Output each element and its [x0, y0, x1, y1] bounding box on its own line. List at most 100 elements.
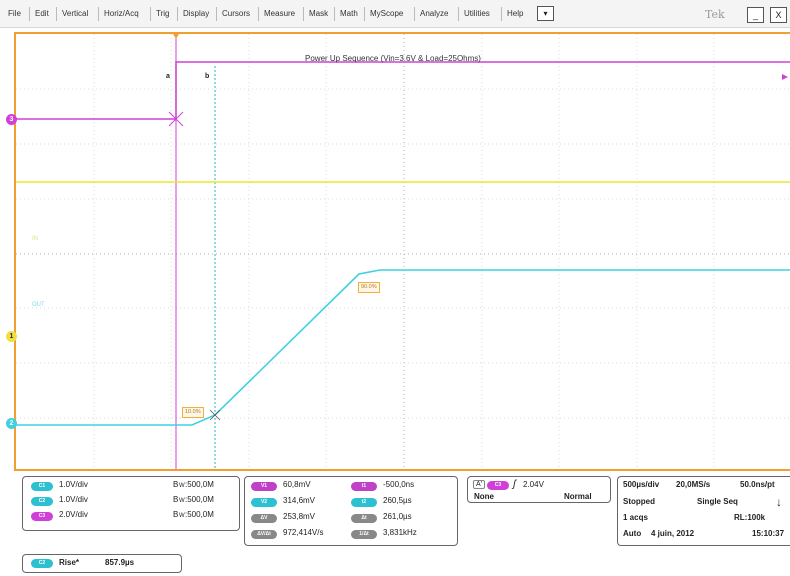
ch1-name-label: IN: [32, 236, 38, 242]
menu-separator: [56, 7, 57, 21]
menu-separator: [364, 7, 365, 21]
channel-c3-badge[interactable]: C3: [31, 512, 53, 521]
menu-utilities[interactable]: Utilities: [464, 9, 490, 18]
channel-c2-bandwidth: :500,0M: [185, 495, 214, 504]
menu-separator: [150, 7, 151, 21]
close-button[interactable]: X: [770, 7, 787, 23]
menu-separator: [29, 7, 30, 21]
menu-cursors[interactable]: Cursors: [222, 9, 251, 18]
acq-state: Stopped: [623, 497, 655, 506]
acq-auto: Auto: [623, 529, 642, 538]
channel-c1-badge[interactable]: C1: [31, 482, 53, 491]
menu-help[interactable]: Help: [507, 9, 524, 18]
menu-myscope[interactable]: MyScope: [370, 9, 404, 18]
channel-c3-bw-prefix: B: [173, 510, 179, 519]
trigger-level: 2.04V: [523, 480, 544, 489]
menu-math[interactable]: Math: [340, 9, 358, 18]
cursor-a-label: a: [166, 73, 170, 80]
cursor-slope-badge: ΔV/Δt: [251, 530, 277, 539]
cursor-delta-v-value: 253,8mV: [283, 512, 316, 521]
trigger-a-label: A': [473, 480, 486, 489]
trigger-position-marker: [173, 34, 179, 39]
menu-display[interactable]: Display: [183, 9, 210, 18]
ch3-ground-marker[interactable]: 3: [6, 114, 17, 125]
menu-separator: [414, 7, 415, 21]
cursor-t1-value: -500,0ns: [383, 480, 415, 489]
cursor-t1-badge: t1: [351, 482, 377, 491]
minimize-button[interactable]: _: [747, 7, 764, 23]
menu-separator: [458, 7, 459, 21]
channel-settings-panel: C1 1.0V/div B W :500,0M C2 1.0V/div B W …: [22, 476, 240, 531]
menu-separator: [98, 7, 99, 21]
channel-c3-bandwidth: :500,0M: [185, 510, 214, 519]
rise-10-percent-tag: 10.0%: [182, 407, 204, 418]
channel-c1-bw-prefix: B: [173, 480, 179, 489]
cursor-v2-badge: V2: [251, 498, 277, 507]
ch3-right-marker: [782, 74, 788, 80]
acq-sample-rate: 20,0MS/s: [676, 480, 711, 489]
cursor-v1-value: 60,8mV: [283, 480, 311, 489]
ch2-waveform: [16, 269, 790, 426]
menu-analyze[interactable]: Analyze: [420, 9, 449, 18]
waveform-display[interactable]: Power Up Sequence (Vin=3.6V & Load=25Ohm…: [14, 32, 790, 471]
waveform-title: Power Up Sequence (Vin=3.6V & Load=25Ohm…: [305, 54, 481, 63]
menu-separator: [216, 7, 217, 21]
ch2-name-label: OUT: [32, 302, 45, 308]
single-seq-arrow-icon: ↓: [776, 495, 782, 509]
menu-separator: [334, 7, 335, 21]
brand-logo: Tek: [705, 8, 725, 21]
menu-separator: [258, 7, 259, 21]
cursor-delta-t-value: 261,0µs: [383, 512, 412, 521]
menu-separator: [177, 7, 178, 21]
acq-timebase: 500µs/div: [623, 480, 660, 489]
cursor-t2-value: 260,5µs: [383, 496, 412, 505]
graticule: [16, 34, 790, 469]
cursor-t2-badge: t2: [351, 498, 377, 507]
menu-horiz-acq[interactable]: Horiz/Acq: [104, 9, 139, 18]
acq-count: 1 acqs: [623, 513, 648, 522]
channel-c1-bandwidth: :500,0M: [185, 480, 214, 489]
channel-c1-bw-sub: W: [179, 483, 185, 489]
cursor-v1-badge: V1: [251, 482, 277, 491]
measurement-name: Rise*: [59, 558, 80, 567]
acq-record-length: RL:100k: [734, 513, 766, 522]
measurement-value: 857.9µs: [105, 558, 135, 567]
menu-trig[interactable]: Trig: [156, 9, 170, 18]
channel-c2-bw-sub: W: [179, 498, 185, 504]
rise-90-percent-tag: 90.0%: [358, 282, 380, 293]
cursor-b-label: b: [205, 73, 210, 80]
channel-c3-bw-sub: W: [179, 513, 185, 519]
trigger-source-badge: C3: [487, 481, 509, 490]
acq-seq-mode: Single Seq: [697, 497, 738, 506]
acq-time: 15:10:37: [752, 529, 785, 538]
menu-edit[interactable]: Edit: [35, 9, 49, 18]
cursor-readout-panel: V1 60,8mV V2 314,6mV ΔV 253,8mV ΔV/Δt 97…: [244, 476, 458, 546]
trigger-coupling: None: [474, 492, 494, 501]
cursor-frequency-badge: 1/Δt: [351, 530, 377, 539]
cursor-delta-v-badge: ΔV: [251, 514, 277, 523]
ch1-ground-marker[interactable]: 1: [6, 331, 17, 342]
menu-file[interactable]: File: [8, 9, 21, 18]
trigger-mode: Normal: [564, 492, 592, 501]
cursor-slope-value: 972,414V/s: [283, 528, 324, 537]
trigger-panel[interactable]: A' C3 ʃ 2.04V None Normal: [467, 476, 611, 503]
ch3-waveform: [16, 61, 790, 120]
cursor-frequency-value: 3,831kHz: [383, 528, 417, 537]
menu-vertical[interactable]: Vertical: [62, 9, 89, 18]
menu-dropdown-button[interactable]: ▾: [537, 6, 554, 21]
measurement-panel[interactable]: C2 Rise* 857.9µs: [22, 554, 182, 573]
cursor-delta-t-badge: Δt: [351, 514, 377, 523]
channel-c2-scale: 1.0V/div: [59, 495, 88, 504]
channel-c2-badge[interactable]: C2: [31, 497, 53, 506]
menu-measure[interactable]: Measure: [264, 9, 296, 18]
menu-separator: [501, 7, 502, 21]
measurement-source-badge: C2: [31, 559, 53, 568]
rising-edge-icon: ʃ: [513, 479, 516, 490]
menu-mask[interactable]: Mask: [309, 9, 329, 18]
cursor-v2-value: 314,6mV: [283, 496, 316, 505]
acquisition-panel[interactable]: 500µs/div 20,0MS/s 50.0ns/pt Stopped Sin…: [617, 476, 790, 546]
ch2-ground-marker[interactable]: 2: [6, 418, 17, 429]
acq-date: 4 juin, 2012: [651, 529, 695, 538]
channel-c3-scale: 2.0V/div: [59, 510, 88, 519]
menu-separator: [303, 7, 304, 21]
